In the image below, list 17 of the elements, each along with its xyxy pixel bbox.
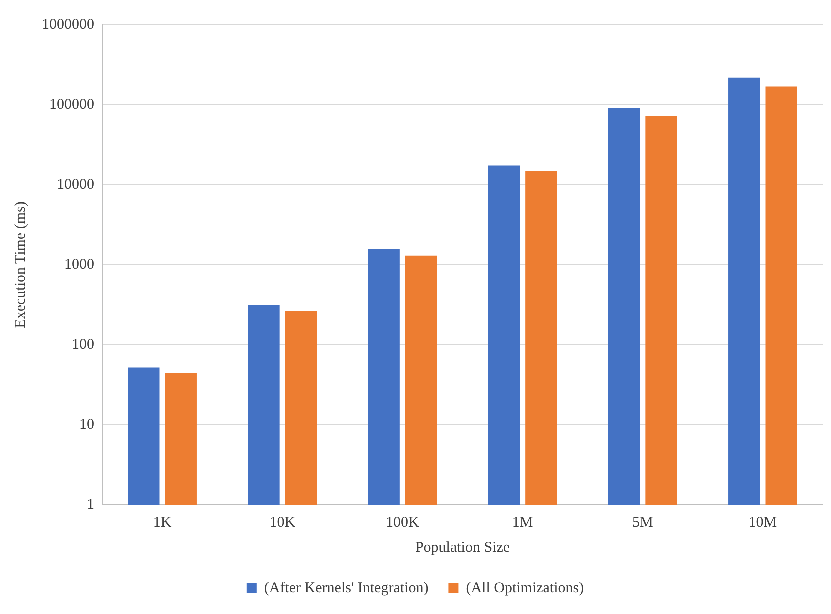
x-tick-label: 1K: [153, 514, 172, 531]
x-tick-label: 10M: [748, 514, 778, 531]
x-axis-title: Population Size: [415, 540, 510, 556]
x-tick-label: 10K: [270, 514, 296, 531]
y-tick-label: 10000: [57, 176, 94, 193]
y-tick-label: 10: [80, 416, 94, 433]
y-tick-label: 1000000: [42, 16, 94, 33]
x-tick-label: 100K: [386, 514, 420, 531]
legend-label: (After Kernels' Integration): [264, 580, 429, 596]
y-tick-label: 1000: [64, 256, 94, 273]
y-tick-label: 100000: [50, 96, 94, 113]
x-tick-label: 1M: [512, 514, 534, 531]
y-tick-label: 1: [87, 496, 94, 513]
legend-label: (All Optimizations): [466, 580, 584, 596]
y-axis-title: Execution Time (ms): [12, 202, 29, 328]
y-tick-label: 100: [72, 336, 94, 353]
x-tick-label: 5M: [632, 514, 654, 531]
